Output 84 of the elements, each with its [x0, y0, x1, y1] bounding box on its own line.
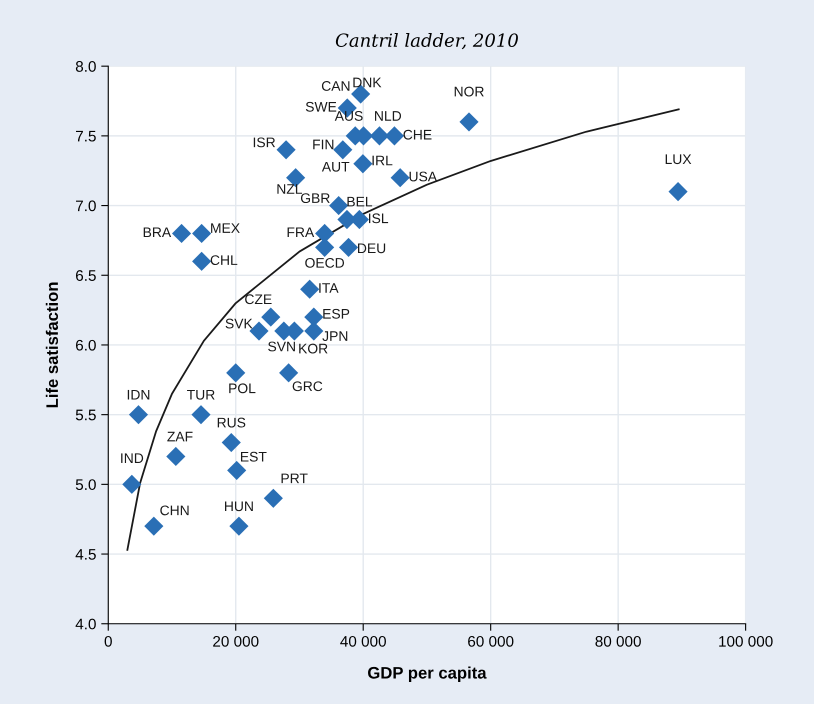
point	[338, 238, 358, 257]
point	[329, 196, 348, 216]
point	[192, 224, 212, 244]
annotation: CHL	[210, 255, 238, 266]
annotation: OECD	[305, 258, 344, 268]
y-tick-label: 5.0	[76, 479, 96, 490]
annotation: ISR	[254, 137, 276, 148]
annotation: PRT	[282, 474, 308, 484]
annotation: EST	[240, 452, 267, 462]
x-tick-label: 20 000	[213, 636, 259, 647]
annotation: TUR	[187, 390, 215, 400]
point	[276, 140, 296, 160]
annotation: CZE	[245, 294, 272, 304]
annotation: IRL	[372, 156, 392, 166]
y-tick-label: 8.0	[76, 61, 96, 72]
point	[172, 224, 192, 244]
point	[122, 474, 142, 494]
x-axis-title: GDP per capita	[368, 666, 487, 682]
annotation: NZL	[277, 184, 302, 194]
point	[384, 126, 404, 146]
annotation: NOR	[454, 86, 484, 96]
point	[668, 182, 688, 202]
point	[300, 280, 320, 299]
annotation: IDN	[128, 390, 150, 400]
y-tick-label: 7.0	[76, 200, 96, 212]
point	[128, 405, 148, 424]
annotation: ZAF	[167, 432, 193, 442]
y-tick-label: 6.5	[76, 270, 96, 281]
annotation: NLD	[375, 111, 402, 121]
annotation: SVK	[226, 318, 253, 328]
annotation: USA	[410, 172, 438, 182]
annotation: POL	[229, 383, 256, 394]
point	[390, 168, 410, 188]
annotation: LUX	[666, 154, 692, 164]
y-tick-label: 5.5	[76, 410, 96, 420]
annotation: AUT	[322, 162, 350, 172]
annotation: ITA	[319, 283, 339, 293]
annotation: SWE	[306, 102, 336, 112]
point	[261, 308, 280, 327]
point	[333, 140, 352, 160]
annotation: MEX	[211, 223, 240, 233]
point	[192, 252, 212, 271]
x-tick-label: 60 000	[468, 636, 514, 647]
annotation: CAN	[322, 81, 350, 91]
annotation: KOR	[299, 344, 328, 354]
y-tick-label: 4.5	[76, 549, 96, 560]
annotation: ESP	[323, 308, 350, 319]
annotation: RUS	[218, 418, 246, 428]
point	[222, 432, 241, 452]
x-tick-label: 40 000	[340, 636, 386, 647]
annotation: DNK	[353, 78, 382, 88]
annotation: AUS	[334, 111, 363, 121]
point	[279, 363, 298, 382]
annotation: DEU	[358, 244, 386, 254]
x-tick-label: 100 000	[719, 636, 773, 647]
annotation: GBR	[300, 193, 330, 204]
y-axis-title: Life satisfaction	[46, 282, 58, 408]
chart-title: Cantril ladder, 2010	[336, 33, 518, 50]
x-tick-label: 0	[104, 636, 112, 647]
point	[229, 516, 248, 536]
annotation: CHE	[403, 130, 432, 140]
annotation: BEL	[347, 196, 372, 206]
y-tick-label: 4.0	[76, 618, 96, 630]
point	[264, 488, 283, 508]
point	[353, 154, 372, 174]
x-tick-label: 80 000	[595, 636, 641, 647]
annotation: HUN	[225, 501, 253, 512]
point	[227, 460, 246, 480]
annotation: GRC	[292, 381, 322, 392]
annotation: SVN	[268, 342, 295, 352]
annotation: FIN	[313, 140, 334, 150]
point	[459, 112, 479, 132]
y-tick-label: 6.0	[76, 340, 96, 351]
annotation: FRA	[288, 227, 314, 238]
annotation: JPN	[322, 331, 348, 341]
annotation: CHN	[160, 505, 189, 516]
annotation: ISL	[369, 213, 388, 224]
annotation: IND	[121, 453, 144, 463]
point	[144, 516, 164, 536]
point	[166, 446, 186, 466]
point	[226, 363, 246, 382]
point	[191, 405, 211, 424]
annotation: BRA	[144, 227, 172, 238]
y-tick-label: 7.5	[76, 130, 96, 142]
